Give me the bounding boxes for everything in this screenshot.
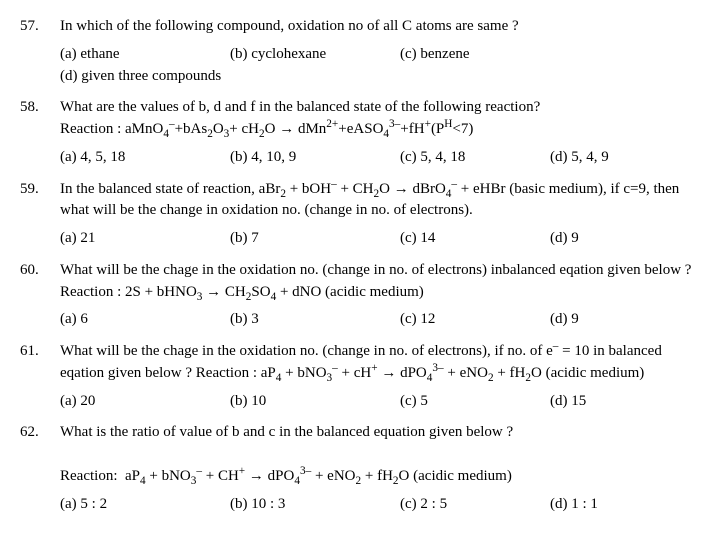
option-d: (d) 15 <box>550 391 704 413</box>
option-a: (a) 20 <box>60 391 230 413</box>
question: 60.What will be the chage in the oxidati… <box>20 260 704 331</box>
question-text: In which of the following compound, oxid… <box>60 16 704 38</box>
option-d: (d) given three compounds <box>60 66 704 88</box>
option-a: (a) 21 <box>60 228 230 250</box>
option-b: (b) 4, 10, 9 <box>230 147 400 169</box>
options-row: (a) ethane(b) cyclohexane(c) benzene(d) … <box>60 44 704 88</box>
option-a: (a) 6 <box>60 309 230 331</box>
question: 57.In which of the following compound, o… <box>20 16 704 87</box>
question-text: What is the ratio of value of b and c in… <box>60 422 704 487</box>
option-c: (c) 12 <box>400 309 550 331</box>
question-body: What is the ratio of value of b and c in… <box>60 422 704 515</box>
question-list: 57.In which of the following compound, o… <box>20 16 704 515</box>
options-row: (a) 6(b) 3(c) 12(d) 9 <box>60 309 704 331</box>
option-b: (b) 3 <box>230 309 400 331</box>
question-number: 57. <box>20 16 60 87</box>
option-b: (b) cyclohexane <box>230 44 400 66</box>
question: 59.In the balanced state of reaction, aB… <box>20 179 704 250</box>
option-a: (a) 4, 5, 18 <box>60 147 230 169</box>
option-a: (a) ethane <box>60 44 230 66</box>
question-text: In the balanced state of reaction, aBr2 … <box>60 179 704 223</box>
options-row: (a) 20(b) 10(c) 5(d) 15 <box>60 391 704 413</box>
question-text: What will be the chage in the oxidation … <box>60 260 704 304</box>
option-c: (c) 2 : 5 <box>400 494 550 516</box>
question: 61.What will be the chage in the oxidati… <box>20 341 704 412</box>
option-b: (b) 7 <box>230 228 400 250</box>
question-number: 58. <box>20 97 60 168</box>
question: 58.What are the values of b, d and f in … <box>20 97 704 168</box>
question-number: 61. <box>20 341 60 412</box>
option-b: (b) 10 <box>230 391 400 413</box>
option-a: (a) 5 : 2 <box>60 494 230 516</box>
question-text: What are the values of b, d and f in the… <box>60 97 704 141</box>
option-d: (d) 9 <box>550 228 704 250</box>
options-row: (a) 4, 5, 18(b) 4, 10, 9(c) 5, 4, 18(d) … <box>60 147 704 169</box>
question-body: What are the values of b, d and f in the… <box>60 97 704 168</box>
option-c: (c) 5 <box>400 391 550 413</box>
option-d: (d) 9 <box>550 309 704 331</box>
question-number: 62. <box>20 422 60 515</box>
question-number: 60. <box>20 260 60 331</box>
question: 62.What is the ratio of value of b and c… <box>20 422 704 515</box>
option-c: (c) 5, 4, 18 <box>400 147 550 169</box>
option-d: (d) 5, 4, 9 <box>550 147 704 169</box>
option-b: (b) 10 : 3 <box>230 494 400 516</box>
question-body: What will be the chage in the oxidation … <box>60 341 704 412</box>
question-body: What will be the chage in the oxidation … <box>60 260 704 331</box>
options-row: (a) 21(b) 7(c) 14(d) 9 <box>60 228 704 250</box>
options-row: (a) 5 : 2(b) 10 : 3(c) 2 : 5(d) 1 : 1 <box>60 494 704 516</box>
question-text: What will be the chage in the oxidation … <box>60 341 704 385</box>
option-c: (c) benzene <box>400 44 550 66</box>
question-number: 59. <box>20 179 60 250</box>
question-body: In the balanced state of reaction, aBr2 … <box>60 179 704 250</box>
question-body: In which of the following compound, oxid… <box>60 16 704 87</box>
option-c: (c) 14 <box>400 228 550 250</box>
option-d: (d) 1 : 1 <box>550 494 704 516</box>
